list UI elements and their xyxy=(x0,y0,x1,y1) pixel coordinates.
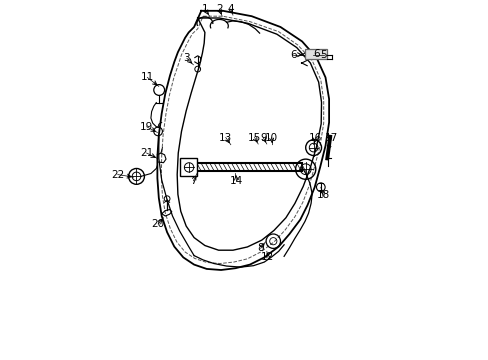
Text: 8: 8 xyxy=(257,243,264,253)
Text: 14: 14 xyxy=(229,176,243,186)
Text: 19: 19 xyxy=(140,122,153,132)
Text: 11: 11 xyxy=(141,72,154,82)
Text: 21: 21 xyxy=(140,148,153,158)
Text: 16: 16 xyxy=(308,132,322,143)
Text: 22: 22 xyxy=(111,170,124,180)
Text: 2: 2 xyxy=(216,4,222,14)
Bar xyxy=(179,158,197,176)
Text: 17: 17 xyxy=(325,132,338,143)
Text: 20: 20 xyxy=(151,219,164,229)
Text: 9: 9 xyxy=(260,132,266,143)
Text: 3: 3 xyxy=(183,53,190,63)
Text: 1: 1 xyxy=(201,4,208,14)
Text: 15: 15 xyxy=(247,132,261,143)
Text: 12: 12 xyxy=(261,252,274,262)
Bar xyxy=(305,49,326,59)
Text: 7: 7 xyxy=(190,176,196,186)
Text: 6: 6 xyxy=(289,50,296,60)
Text: 6: 6 xyxy=(312,49,319,59)
Text: 18: 18 xyxy=(316,190,329,200)
Text: 5: 5 xyxy=(320,50,326,60)
Text: 4: 4 xyxy=(227,4,234,14)
Text: 10: 10 xyxy=(264,132,278,143)
Text: 13: 13 xyxy=(219,132,232,143)
